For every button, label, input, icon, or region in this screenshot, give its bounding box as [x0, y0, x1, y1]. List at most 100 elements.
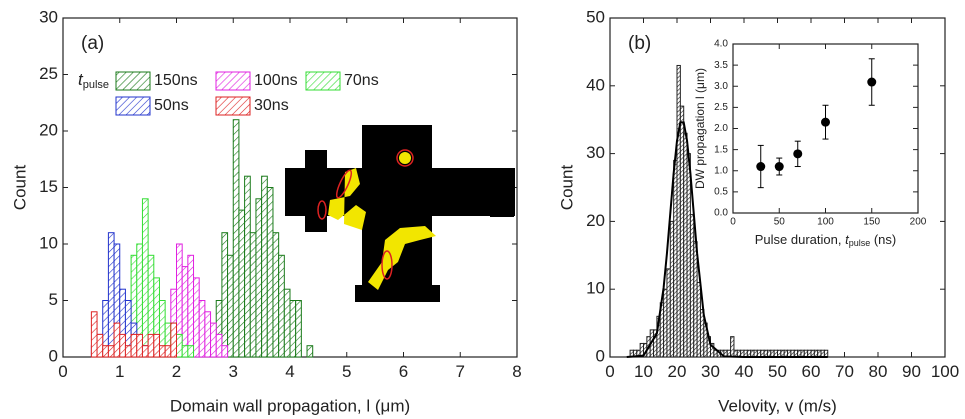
bar: [778, 350, 781, 357]
bar: [222, 346, 228, 357]
y-tick-label: 30: [586, 143, 605, 162]
panel-label: (b): [628, 33, 651, 54]
bar: [165, 346, 171, 357]
bars: [91, 120, 312, 357]
bar: [177, 334, 183, 357]
bar: [154, 334, 160, 357]
bar: [267, 188, 273, 358]
bar: [690, 215, 693, 357]
bar: [307, 346, 313, 357]
bar: [794, 350, 797, 357]
legend-label: 30ns: [254, 97, 289, 114]
y-tick-label: 15: [39, 177, 58, 196]
x-tick-label: 0: [730, 217, 736, 228]
bar: [159, 346, 165, 357]
bar: [97, 334, 103, 357]
x-tick-label: 80: [869, 362, 888, 381]
x-tick-label: 0: [605, 362, 614, 381]
x-tick-label: 100: [817, 217, 834, 228]
y-tick-label: 3.0: [714, 81, 728, 92]
bar: [781, 350, 784, 357]
x-axis-label: Domain wall propagation, l (μm): [170, 396, 410, 415]
y-tick-label: 50: [586, 7, 605, 26]
legend-swatch: [116, 72, 150, 90]
point: [867, 78, 876, 87]
bar: [824, 350, 827, 357]
legend-title: tpulse: [78, 70, 109, 90]
x-tick-label: 2: [172, 362, 181, 381]
bar: [667, 269, 670, 357]
bar: [296, 301, 302, 358]
y-tick-label: 30: [39, 7, 58, 26]
panel-label: (a): [81, 33, 104, 54]
y-tick-label: 3.5: [714, 60, 728, 71]
x-axis-label: Velovity, v (m/s): [718, 396, 837, 415]
bar: [670, 221, 673, 357]
legend-label: 70ns: [344, 72, 379, 89]
bar: [182, 346, 188, 357]
legend-swatch: [216, 97, 250, 115]
bar: [239, 210, 245, 357]
bar: [798, 350, 801, 357]
x-axis-label-part: pulse: [849, 238, 871, 248]
x-tick-label: 150: [863, 217, 880, 228]
bar: [694, 242, 697, 357]
bar: [273, 233, 279, 357]
x-tick-label: 50: [774, 217, 786, 228]
bar: [751, 350, 754, 357]
x-tick-label: 90: [902, 362, 921, 381]
x-tick-label: 20: [668, 362, 687, 381]
bar: [674, 160, 677, 357]
bar: [767, 350, 770, 357]
bar: [125, 346, 131, 357]
bar: [205, 312, 211, 357]
bar: [199, 301, 205, 358]
y-axis-label: Count: [557, 165, 576, 211]
bar: [664, 289, 667, 357]
x-tick-label: 40: [735, 362, 754, 381]
x-tick-label: 10: [634, 362, 653, 381]
x-tick-label: 1: [115, 362, 124, 381]
legend-swatch: [216, 72, 250, 90]
x-tick-label: 5: [342, 362, 351, 381]
y-axis-label: Count: [10, 165, 29, 211]
bar: [788, 350, 791, 357]
bar: [108, 346, 114, 357]
y-tick-label: 40: [586, 75, 605, 94]
bar: [731, 337, 734, 357]
bar: [188, 346, 194, 357]
y-tick-label: 25: [39, 64, 58, 83]
bar: [114, 323, 120, 357]
bar: [245, 176, 251, 357]
bar: [216, 334, 222, 357]
legend-swatch: [306, 72, 340, 90]
x-tick-label: 60: [802, 362, 821, 381]
x-tick-label: 3: [229, 362, 238, 381]
x-tick-label: 6: [399, 362, 408, 381]
bar: [182, 267, 188, 357]
bar: [171, 323, 177, 357]
x-axis-label-part: (ns): [870, 232, 896, 247]
bar: [148, 334, 154, 357]
y-tick-label: 0.5: [714, 187, 728, 198]
bar: [188, 255, 194, 357]
point: [775, 162, 784, 171]
x-tick-label: 0: [58, 362, 67, 381]
bar: [808, 350, 811, 357]
legend-label: 150ns: [154, 72, 198, 89]
y-tick-label: 4.0: [714, 39, 728, 50]
y-tick-label: 5: [49, 290, 58, 309]
bar: [791, 350, 794, 357]
x-tick-label: 70: [835, 362, 854, 381]
x-axis-label: Pulse duration, tpulse (ns): [755, 232, 896, 248]
y-tick-label: 0: [596, 346, 605, 365]
bar: [771, 350, 774, 357]
bar: [801, 350, 804, 357]
bar: [757, 350, 760, 357]
x-tick-label: 100: [931, 362, 959, 381]
y-tick-label: 0.0: [714, 208, 728, 219]
bar: [677, 65, 680, 357]
y-tick-label: 2.0: [714, 123, 728, 134]
bar: [131, 334, 137, 357]
bar: [142, 346, 148, 357]
